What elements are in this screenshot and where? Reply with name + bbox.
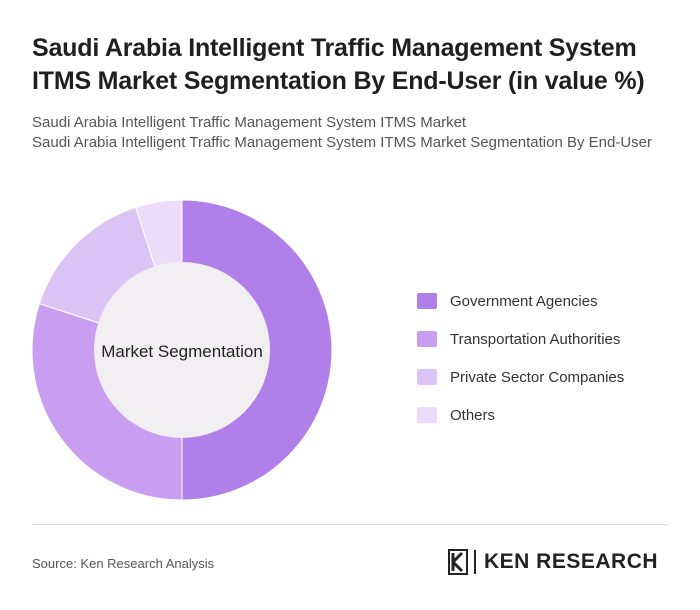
donut-chart: Market Segmentation	[31, 199, 333, 501]
subtitle-line-1: Saudi Arabia Intelligent Traffic Managem…	[32, 114, 467, 131]
brand-name: KEN RESEARCH	[484, 550, 659, 573]
chart-title: Saudi Arabia Intelligent Traffic Managem…	[32, 34, 645, 95]
legend-swatch	[417, 293, 437, 309]
donut-center-label: Market Segmentation	[101, 342, 263, 361]
legend-swatch	[417, 331, 437, 347]
source-note: Source: Ken Research Analysis	[32, 556, 215, 571]
donut-hole	[94, 262, 270, 438]
logo-separator	[474, 550, 476, 574]
legend-swatch	[417, 369, 437, 385]
legend-label: Others	[450, 406, 496, 424]
chart-subtitle: Saudi Arabia Intelligent Traffic Managem…	[32, 113, 662, 153]
legend-label: Private Sector Companies	[450, 368, 625, 386]
legend-label: Transportation Authorities	[450, 330, 621, 348]
footer-divider	[32, 524, 668, 525]
legend-item-others[interactable]: Others	[417, 396, 687, 434]
legend-item-private-sector-companies[interactable]: Private Sector Companies	[417, 358, 687, 396]
ken-logo-icon	[448, 549, 468, 575]
legend-swatch	[417, 407, 437, 423]
legend-item-government-agencies[interactable]: Government Agencies	[417, 282, 687, 320]
legend-item-transportation-authorities[interactable]: Transportation Authorities	[417, 320, 687, 358]
ken-research-logo: KEN RESEARCH	[448, 548, 658, 576]
subtitle-line-2: Saudi Arabia Intelligent Traffic Managem…	[32, 134, 653, 151]
chart-legend: Government Agencies Transportation Author…	[417, 282, 687, 434]
legend-label: Government Agencies	[450, 292, 598, 310]
